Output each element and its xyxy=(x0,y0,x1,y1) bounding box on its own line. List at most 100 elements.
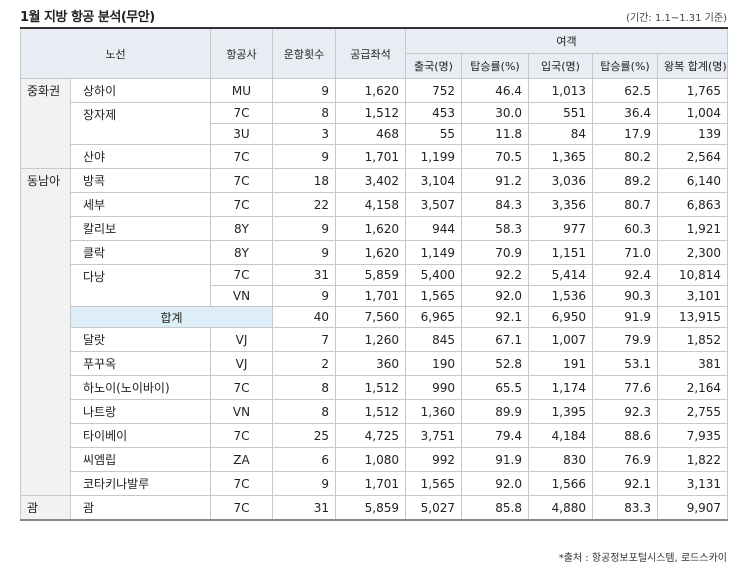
route-cell: 방콕 xyxy=(70,168,211,193)
header-cell: 탑승률(%) xyxy=(592,53,658,79)
value-cell: 9 xyxy=(272,285,336,307)
route-cell: 클락 xyxy=(70,240,211,265)
value-cell: 4,725 xyxy=(335,423,406,448)
value-cell: 9 xyxy=(272,144,336,169)
value-cell: 9 xyxy=(272,216,336,241)
value-cell: 2 xyxy=(272,351,336,376)
route-cell: 다낭 xyxy=(70,264,211,307)
subheader-row: 출국(명) 탑승률(%) 입국(명) 탑승률(%) 왕복 합계(명) xyxy=(21,53,729,79)
airline-cell: 7C xyxy=(210,471,273,496)
value-cell: 3,356 xyxy=(528,192,593,217)
value-cell: 7,560 xyxy=(335,306,406,328)
value-cell: 1,007 xyxy=(528,327,593,352)
value-cell: 91.9 xyxy=(592,306,658,328)
region-cell: 동남아 xyxy=(20,168,71,496)
value-cell: 1,260 xyxy=(335,327,406,352)
value-cell: 25 xyxy=(272,423,336,448)
region-cell: 괌 xyxy=(20,495,71,521)
airline-cell: 7C xyxy=(210,192,273,217)
value-cell: 830 xyxy=(528,447,593,472)
value-cell: 1,565 xyxy=(405,471,462,496)
value-cell: 1,512 xyxy=(335,375,406,400)
table-row: 장자제 7C 8 1,512 453 30.0 551 36.4 1,004 xyxy=(21,102,729,145)
value-cell: 77.6 xyxy=(592,375,658,400)
header-cell: 입국(명) xyxy=(528,53,593,79)
airline-cell: 7C xyxy=(210,102,273,124)
value-cell: 92.3 xyxy=(592,399,658,424)
value-cell: 3,101 xyxy=(656,285,729,307)
value-cell: 5,859 xyxy=(335,264,406,286)
period-note: (기간: 1.1~1.31 기준) xyxy=(626,13,727,24)
value-cell: 992 xyxy=(405,447,462,472)
value-cell: 6 xyxy=(272,447,336,472)
route-cell: 칼리보 xyxy=(70,216,211,241)
value-cell: 79.9 xyxy=(592,327,658,352)
table-row: 중화권 상하이 MU 9 1,620 752 46.4 1,013 62.5 1,765 xyxy=(20,78,729,169)
value-cell: 7,935 xyxy=(656,423,729,448)
header-cell: 출국(명) xyxy=(405,53,462,79)
value-cell: 1,701 xyxy=(335,471,406,496)
value-cell: 89.2 xyxy=(592,168,658,193)
route-cell: 괌 xyxy=(70,495,211,521)
value-cell: 3 xyxy=(272,123,336,145)
value-cell: 70.5 xyxy=(461,144,529,169)
value-cell: 944 xyxy=(405,216,462,241)
table-row: 달랏 VJ 7 1,260 845 67.1 1,007 79.9 1,852 xyxy=(21,327,729,352)
value-cell: 9 xyxy=(272,471,336,496)
value-cell: 92.1 xyxy=(592,471,658,496)
value-cell: 80.7 xyxy=(592,192,658,217)
value-cell: 92.4 xyxy=(592,264,658,286)
airline-cell: 7C xyxy=(210,423,273,448)
value-cell: 1,822 xyxy=(656,447,729,472)
value-cell: 4,184 xyxy=(528,423,593,448)
value-cell: 62.5 xyxy=(592,78,658,103)
table-row: 세부 7C 22 4,158 3,507 84.3 3,356 80.7 6,863 xyxy=(21,192,729,217)
value-cell: 2,755 xyxy=(656,399,729,424)
value-cell: 1,151 xyxy=(528,240,593,265)
table-row: 하노이(노이바이) 7C 8 1,512 990 65.5 1,174 77.6 2,164 xyxy=(21,375,729,400)
value-cell: 9 xyxy=(272,78,336,103)
value-cell: 31 xyxy=(272,495,336,521)
value-cell: 3,131 xyxy=(656,471,729,496)
route-cell: 상하이 xyxy=(70,78,211,103)
value-cell: 92.1 xyxy=(461,306,529,328)
header-cell: 왕복 합계(명) xyxy=(656,53,729,79)
value-cell: 977 xyxy=(528,216,593,241)
value-cell: 79.4 xyxy=(461,423,529,448)
value-cell: 13,915 xyxy=(656,306,729,328)
value-cell: 5,400 xyxy=(405,264,462,286)
value-cell: 65.5 xyxy=(461,375,529,400)
value-cell: 91.2 xyxy=(461,168,529,193)
table-body: 중화권 상하이 MU 9 1,620 752 46.4 1,013 62.5 1,765 장자제 7C… xyxy=(20,78,729,521)
value-cell: 1,765 xyxy=(656,78,729,103)
header-cell: 운항횟수 xyxy=(272,27,336,79)
value-cell: 2,300 xyxy=(656,240,729,265)
airline-cell: 7C xyxy=(210,375,273,400)
value-cell: 1,395 xyxy=(528,399,593,424)
value-cell: 22 xyxy=(272,192,336,217)
airline-cell: 7C xyxy=(210,495,273,521)
value-cell: 5,414 xyxy=(528,264,593,286)
airline-cell: 7C xyxy=(210,144,273,169)
airline-cell: ZA xyxy=(210,447,273,472)
value-cell: 360 xyxy=(335,351,406,376)
value-cell: 5,027 xyxy=(405,495,462,521)
value-cell: 1,566 xyxy=(528,471,593,496)
value-cell: 17.9 xyxy=(592,123,658,145)
table-row: 다낭 7C 31 5,859 5,400 92.2 5,414 92.4 10,814 xyxy=(21,264,729,307)
value-cell: 3,507 xyxy=(405,192,462,217)
value-cell: 1,852 xyxy=(656,327,729,352)
value-cell: 70.9 xyxy=(461,240,529,265)
value-cell: 1,365 xyxy=(528,144,593,169)
value-cell: 4,158 xyxy=(335,192,406,217)
table-row: 씨엠립 ZA 6 1,080 992 91.9 830 76.9 1,822 xyxy=(21,447,729,472)
value-cell: 1,921 xyxy=(656,216,729,241)
value-cell: 91.9 xyxy=(461,447,529,472)
airline-cell: 3U xyxy=(210,123,273,145)
value-cell: 1,512 xyxy=(335,399,406,424)
table-row: 푸꾸옥 VJ 2 360 190 52.8 191 53.1 381 xyxy=(21,351,729,376)
value-cell: 1,620 xyxy=(335,216,406,241)
route-cell: 씨엠립 xyxy=(70,447,211,472)
value-cell: 11.8 xyxy=(461,123,529,145)
